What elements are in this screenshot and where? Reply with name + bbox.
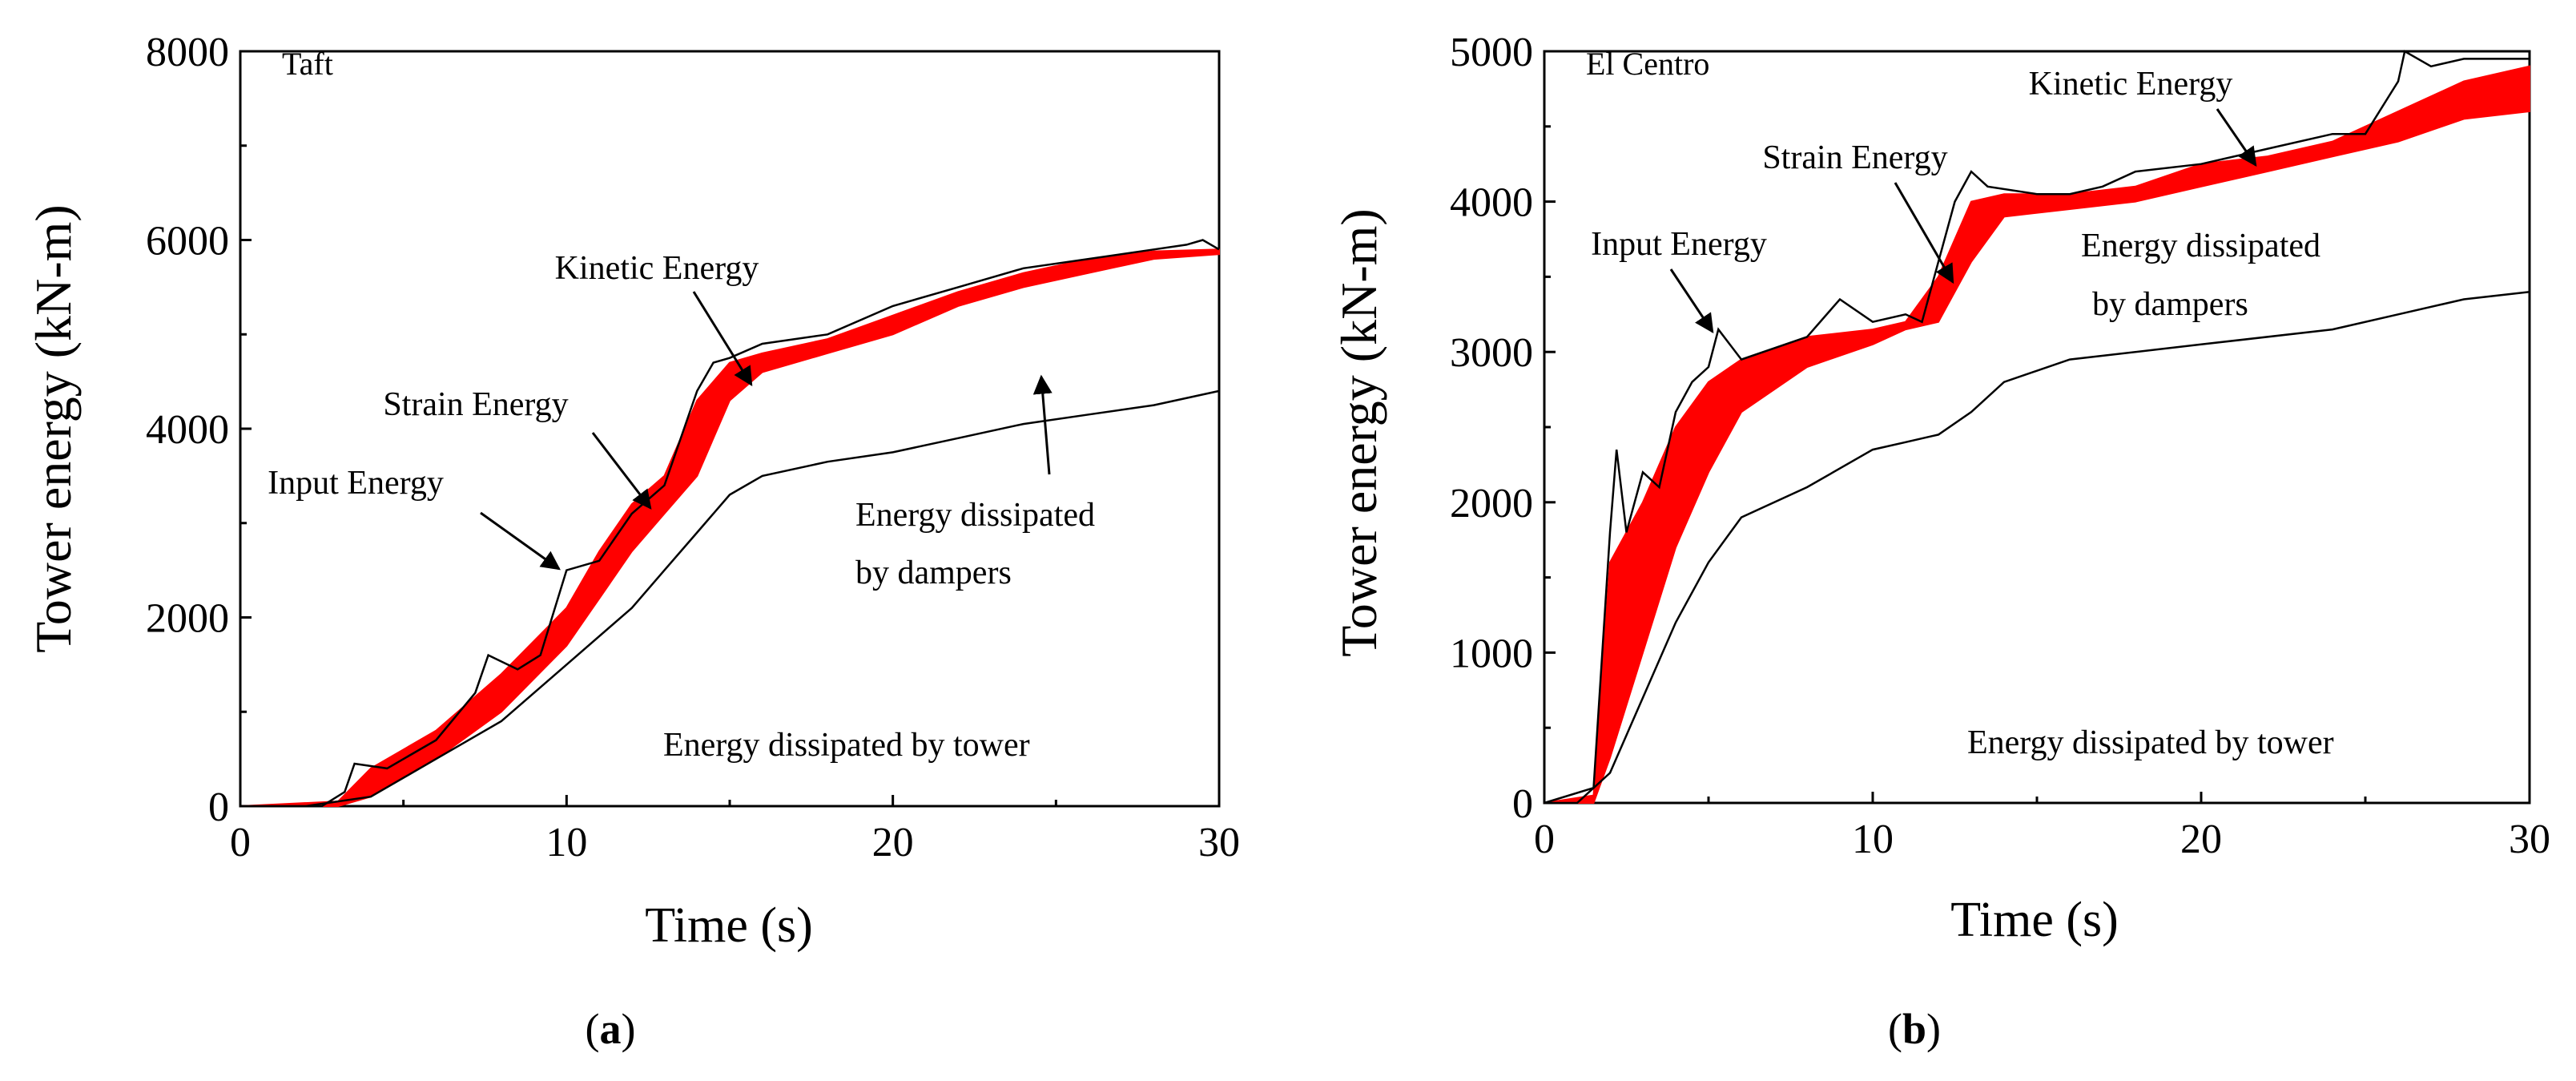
y-tick-label: 6000 bbox=[146, 219, 229, 264]
arrow-strain-energy-b bbox=[1894, 182, 1954, 284]
y-tick-label: 0 bbox=[208, 785, 229, 830]
annotation-dampers-a-line2: by dampers bbox=[855, 555, 1012, 591]
annotation-kinetic-energy-b: Kinetic Energy bbox=[2029, 66, 2233, 103]
panel-label-b: (b) bbox=[1888, 1005, 1941, 1053]
y-axis-label-b: Tower energy (kN-m) bbox=[1330, 208, 1387, 656]
arrow-kinetic-energy-b bbox=[2216, 108, 2257, 167]
annotation-strain-energy-a: Strain Energy bbox=[383, 386, 568, 423]
x-axis-ticks-b: 0 10 20 30 bbox=[1534, 792, 2550, 862]
annotation-dampers-b-line2: by dampers bbox=[2092, 286, 2248, 323]
annotation-strain-energy-b: Strain Energy bbox=[1762, 139, 1947, 176]
arrow-input-energy-a bbox=[480, 511, 561, 571]
y-tick-label: 8000 bbox=[146, 30, 229, 75]
x-axis-label-b: Time (s) bbox=[1950, 893, 2119, 947]
annotation-input-energy-b: Input Energy bbox=[1591, 226, 1767, 263]
annotation-dampers-a: Energy dissipated bbox=[855, 497, 1095, 534]
series-line-input-energy bbox=[1544, 50, 2530, 805]
y-tick-label: 0 bbox=[1512, 781, 1533, 827]
plot-frame-a bbox=[239, 50, 1221, 808]
x-tick-label: 20 bbox=[872, 820, 914, 865]
record-label-b: El Centro bbox=[1586, 46, 1709, 82]
arrow-input-energy-b bbox=[1669, 268, 1714, 333]
x-tick-label: 0 bbox=[1534, 817, 1555, 862]
series-band-kinetic-strain bbox=[1544, 65, 2530, 804]
series-line-damper-energy bbox=[240, 389, 1220, 808]
record-label-a: Taft bbox=[282, 46, 333, 82]
y-axis-ticks-b: 0 1000 2000 3000 4000 5000 bbox=[1450, 30, 1556, 827]
annotation-kinetic-energy-a: Kinetic Energy bbox=[555, 250, 759, 287]
energy-band-a bbox=[239, 248, 1220, 807]
annotation-input-energy-a: Input Energy bbox=[268, 465, 444, 502]
y-tick-label: 4000 bbox=[146, 407, 229, 453]
x-tick-label: 0 bbox=[230, 820, 251, 865]
x-axis-ticks-a: 0 10 20 30 bbox=[230, 795, 1240, 865]
x-axis-label-a: Time (s) bbox=[645, 898, 813, 953]
series-line-damper-energy bbox=[1544, 290, 2530, 805]
arrow-strain-energy-a bbox=[591, 432, 652, 510]
x-tick-label: 10 bbox=[1852, 817, 1894, 862]
y-tick-label: 5000 bbox=[1450, 30, 1533, 75]
y-axis-ticks-a: 0 2000 4000 6000 8000 bbox=[146, 30, 252, 830]
annotation-dampers-b: Energy dissipated bbox=[2081, 228, 2320, 264]
energy-lines-b bbox=[1544, 50, 2530, 805]
arrow-kinetic-energy-a bbox=[692, 291, 753, 387]
y-tick-label: 4000 bbox=[1450, 180, 1533, 226]
series-band-kinetic-strain bbox=[239, 248, 1220, 807]
arrow-dampers-a bbox=[1032, 374, 1053, 475]
y-axis-label-a: Tower energy (kN-m) bbox=[25, 204, 82, 652]
series-line-input-energy bbox=[240, 239, 1220, 808]
x-tick-label: 20 bbox=[2180, 817, 2222, 862]
annotation-tower-b: Energy dissipated by tower bbox=[1967, 724, 2334, 761]
x-tick-label: 10 bbox=[545, 820, 587, 865]
y-tick-label: 3000 bbox=[1450, 330, 1533, 376]
y-tick-label: 2000 bbox=[1450, 481, 1533, 526]
y-tick-label: 1000 bbox=[1450, 631, 1533, 676]
y-tick-label: 2000 bbox=[146, 596, 229, 642]
x-tick-label: 30 bbox=[2509, 817, 2550, 862]
annotation-tower-a: Energy dissipated by tower bbox=[663, 727, 1030, 764]
x-tick-label: 30 bbox=[1198, 820, 1240, 865]
energy-lines-a bbox=[240, 239, 1220, 808]
panel-label-a: (a) bbox=[586, 1005, 636, 1053]
energy-band-b bbox=[1544, 65, 2530, 804]
